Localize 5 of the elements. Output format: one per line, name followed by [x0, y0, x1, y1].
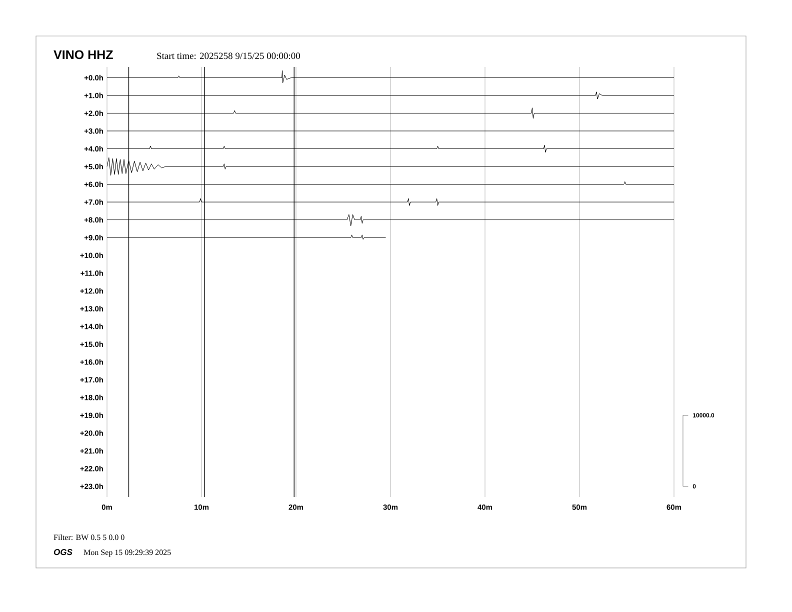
text: Filter: BW 0.5 5 0.0 0: [54, 534, 124, 540]
text: OGS: [54, 549, 72, 556]
chart-title: VINO HHZ: [54, 50, 113, 60]
chart-subtitle: Start time: 2025258 9/15/25 00:00:00: [157, 52, 300, 60]
text: Mon Sep 15 09:29:39 2025: [84, 550, 171, 557]
